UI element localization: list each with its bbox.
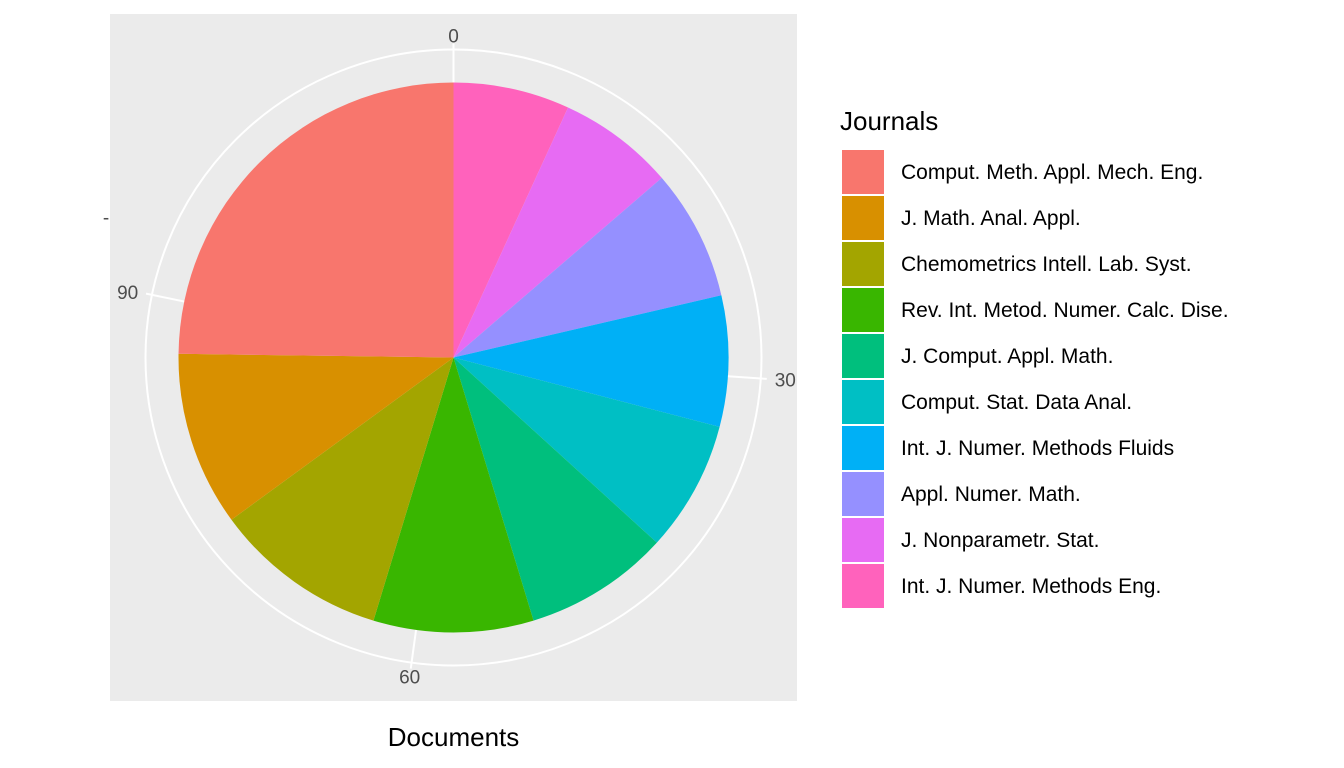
legend-label: Int. J. Numer. Methods Fluids: [901, 437, 1174, 460]
legend-label: J. Nonparametr. Stat.: [901, 529, 1099, 552]
legend-key: [840, 516, 886, 564]
pie-slice: [453, 357, 720, 543]
legend-key: [840, 332, 886, 380]
legend-key: [840, 148, 886, 196]
pie-slices: [178, 82, 729, 633]
pie-slice: [453, 295, 729, 427]
legend-key: [840, 286, 886, 334]
pie-slice: [453, 107, 662, 358]
angular-tick-label: 0: [448, 27, 459, 48]
angular-tick-label: 60: [399, 668, 420, 689]
pie-slice: [453, 177, 722, 358]
legend-label: J. Comput. Appl. Math.: [901, 345, 1113, 368]
angular-gridline: [409, 627, 418, 669]
legend-label: Chemometrics Intell. Lab. Syst.: [901, 253, 1192, 276]
legend-label: Appl. Numer. Math.: [901, 483, 1081, 506]
legend-label: Rev. Int. Metod. Numer. Calc. Dise.: [901, 299, 1229, 322]
pie-slice: [453, 357, 657, 621]
legend: Journals Comput. Meth. Appl. Mech. Eng. J…: [840, 106, 1229, 610]
angular-gridline: [145, 292, 187, 303]
pie-slice: [453, 82, 569, 358]
angular-tick-labels: 0 30 60 90: [117, 27, 796, 689]
y-axis-tick-label: -: [103, 208, 109, 229]
pie-slice: [231, 357, 454, 621]
legend-title: Journals: [840, 106, 938, 136]
legend-key: [840, 470, 886, 518]
legend-label: Comput. Meth. Appl. Mech. Eng.: [901, 161, 1203, 184]
pie-slice: [178, 82, 454, 358]
legend-key: [840, 424, 886, 472]
angular-gridline: [725, 375, 767, 380]
legend-items: Comput. Meth. Appl. Mech. Eng. J. Math. A…: [840, 148, 1229, 610]
angular-tick-label: 30: [775, 370, 796, 391]
pie-slice: [178, 353, 454, 520]
legend-label: J. Math. Anal. Appl.: [901, 207, 1081, 230]
x-axis-title: Documents: [388, 722, 520, 752]
legend-key: [840, 240, 886, 288]
angular-tick-lines: [145, 43, 767, 669]
legend-key: [840, 378, 886, 426]
legend-key: [840, 194, 886, 242]
angular-tick-label: 90: [117, 283, 138, 304]
legend-label: Int. J. Numer. Methods Eng.: [901, 575, 1161, 598]
legend-key: [840, 562, 886, 610]
legend-label: Comput. Stat. Data Anal.: [901, 391, 1132, 414]
pie-slice: [373, 357, 534, 633]
